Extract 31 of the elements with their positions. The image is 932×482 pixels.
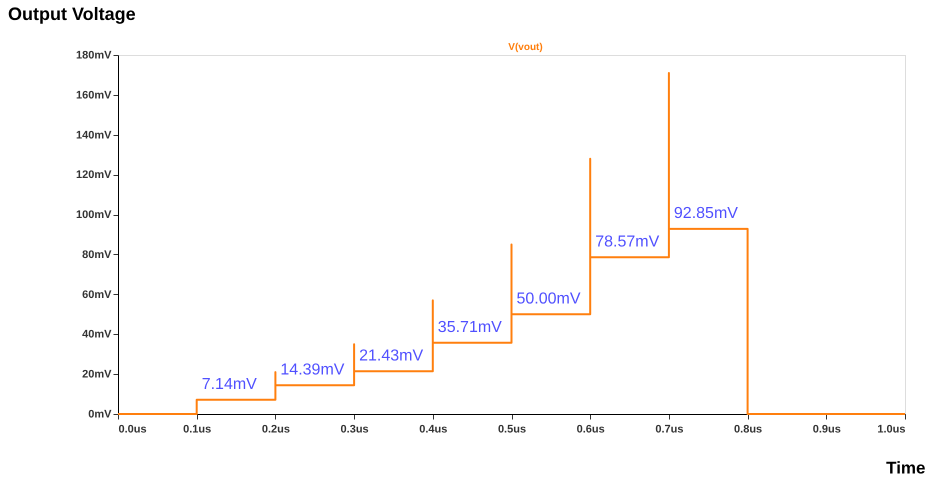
x-tick-label: 0.8us <box>734 424 762 436</box>
annotation: 35.71mV <box>438 318 502 336</box>
y-tick-label: 140mV <box>76 129 112 142</box>
y-tick-label: 40mV <box>82 328 112 341</box>
x-tick-label: 0.0us <box>118 424 147 436</box>
x-tick-label: 0.2us <box>262 424 290 436</box>
x-tick-label: 0.9us <box>812 424 841 436</box>
annotation: 92.85mV <box>674 204 738 222</box>
x-axis-title: Time <box>886 458 926 478</box>
annotation: 14.39mV <box>280 361 345 378</box>
annotation: 50.00mV <box>516 290 581 308</box>
y-tick-label: 60mV <box>82 288 112 301</box>
x-tick-label: 0.4us <box>419 424 448 436</box>
x-tick-label: 0.5us <box>498 424 526 436</box>
annotation: 21.43mV <box>359 347 424 364</box>
annotation: 7.14mV <box>202 376 258 393</box>
y-tick-label: 100mV <box>76 209 112 222</box>
y-tick-label: 180mV <box>76 50 112 62</box>
x-tick-label: 0.7us <box>655 424 684 436</box>
y-tick-label: 0mV <box>88 408 112 420</box>
chart-title: Output Voltage <box>8 4 136 24</box>
x-tick-label: 0.3us <box>340 424 369 436</box>
annotation: 78.57mV <box>595 233 660 250</box>
y-tick-label: 160mV <box>76 89 112 102</box>
x-tick-label: 0.1us <box>183 424 212 436</box>
y-tick-label: 20mV <box>82 368 112 381</box>
text: V(vout) <box>508 42 543 53</box>
x-tick-label: 0.6us <box>576 424 605 436</box>
x-tick-label: 1.0us <box>877 424 906 436</box>
y-tick-label: 120mV <box>76 169 112 182</box>
y-tick-label: 80mV <box>82 248 112 261</box>
